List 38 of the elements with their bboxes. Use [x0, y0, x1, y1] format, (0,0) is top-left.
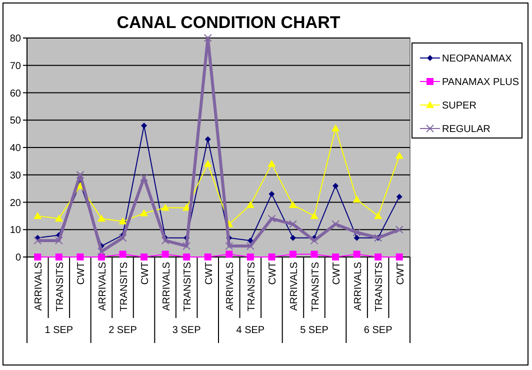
text: 6 SEP [364, 325, 393, 336]
x-tick-label: CWT [395, 262, 406, 285]
x-tick-label: CWT [204, 262, 215, 285]
legend-label: NEOPANAMAX [442, 54, 512, 64]
x-tick-label: ARRIVALS [161, 262, 172, 311]
text: 2 SEP [108, 325, 138, 336]
x-tick-label: CWT [332, 262, 343, 285]
text: 5 SEP [300, 325, 329, 336]
legend-label: REGULAR [442, 124, 490, 135]
x-tick-label: ARRIVALS [34, 262, 45, 311]
chart-title: CANAL CONDITION CHART [116, 13, 341, 32]
y-tick-label: 70 [10, 60, 22, 72]
x-tick-label: TRANSITS [310, 262, 322, 312]
x-tick-label: ARRIVALS [352, 262, 364, 311]
x-tick-label: TRANSITS [54, 262, 66, 312]
legend-label: SUPER [442, 100, 476, 112]
y-tick-label: 0 [15, 252, 22, 264]
y-tick-label: 30 [10, 170, 22, 182]
x-tick-label: ARRIVALS [288, 262, 300, 311]
x-tick-label: TRANSITS [118, 262, 130, 312]
x-tick-label: TRANSITS [246, 262, 258, 312]
y-tick-label: 20 [10, 198, 22, 209]
y-tick-label: 60 [10, 88, 22, 100]
x-tick-label: CWT [76, 262, 88, 285]
y-tick-label: 50 [10, 116, 22, 127]
text: 3 SEP [172, 325, 202, 336]
x-tick-label: TRANSITS [374, 262, 386, 312]
y-tick-label: 10 [10, 225, 22, 236]
text: 4 SEP [236, 325, 265, 336]
x-tick-label: ARRIVALS [225, 262, 236, 311]
y-tick-label: 80 [10, 34, 22, 44]
legend-label: PANAMAX PLUS [442, 77, 520, 88]
x-tick-label: CWT [268, 262, 279, 285]
x-tick-label: TRANSITS [182, 262, 194, 312]
y-tick-label: 40 [10, 143, 22, 154]
x-tick-label: CWT [140, 262, 152, 285]
text: 1 SEP [44, 325, 74, 336]
x-tick-label: ARRIVALS [97, 262, 108, 311]
